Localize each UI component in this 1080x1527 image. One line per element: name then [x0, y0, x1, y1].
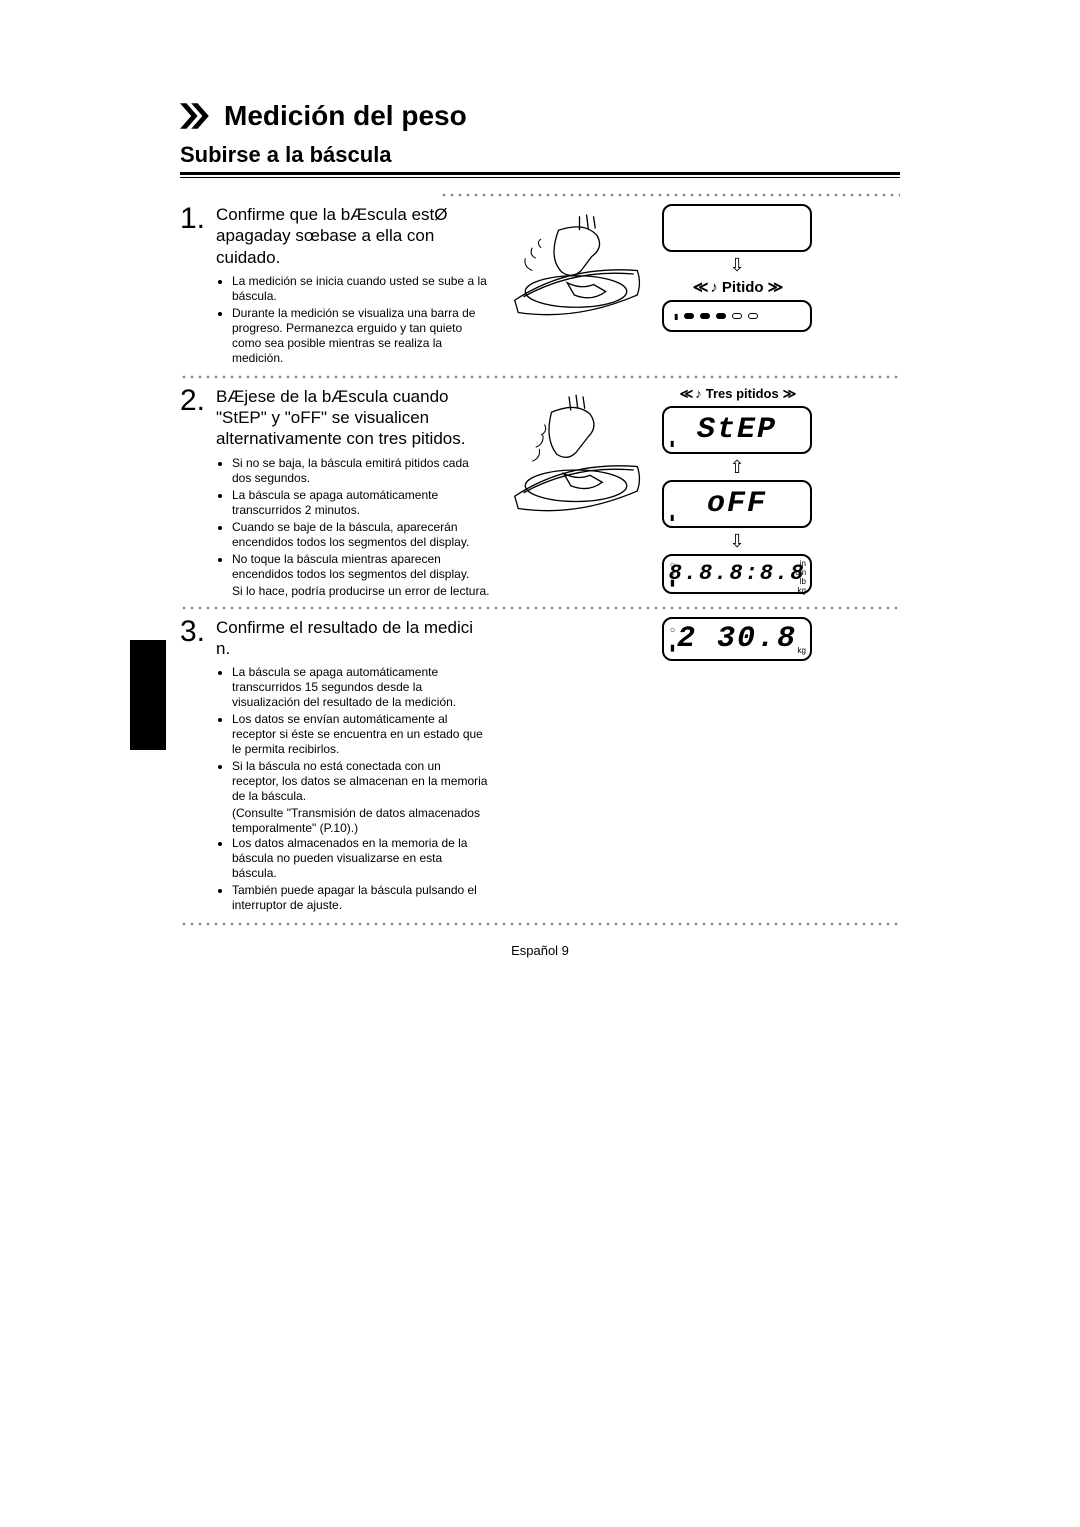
beep-label: ≪♪ Pitido ≫: [693, 278, 782, 296]
language-side-tab: [130, 640, 166, 750]
bullet: También puede apagar la báscula pulsando…: [232, 883, 490, 913]
page-footer: Español 9: [180, 943, 900, 958]
double-rule: [180, 172, 900, 178]
sub-note: Si lo hace, podría producirse un error d…: [232, 584, 490, 599]
bullet: Los datos almacenados en la memoria de l…: [232, 836, 490, 881]
step-3: 3. Confirme el resultado de la medici n.…: [180, 617, 900, 916]
step-number: 2.: [180, 386, 208, 599]
arrow-updown-icon: ⇧: [729, 458, 744, 476]
dotted-divider: [180, 374, 900, 380]
step-bullets: La medición se inicia cuando usted se su…: [216, 274, 490, 366]
step-bullets: La báscula se apaga automáticamente tran…: [216, 665, 490, 804]
display-stack-1: ⇩ ≪♪ Pitido ≫ ▮: [662, 204, 812, 332]
arrow-down-icon: ⇩: [729, 532, 744, 550]
step-heading: BÆjese de la bÆscula cuando "StEP" y "oF…: [216, 386, 490, 450]
signal-icons: ○♀▮: [670, 560, 677, 587]
bullet: No toque la báscula mientras aparecen en…: [232, 552, 490, 582]
dotted-divider: [440, 192, 900, 198]
arrow-down-icon: ⇩: [729, 256, 744, 274]
bullet: Cuando se baje de la báscula, aparecerán…: [232, 520, 490, 550]
step-heading: Confirme que la bÆscula estØ apagaday sœ…: [216, 204, 490, 268]
display-stack-2: ≪♪ Tres pitidos ≫ ▮ StEP ⇧ ▮ oFF ⇩ ○♀▮ 8…: [662, 386, 812, 594]
bullet: La medición se inicia cuando usted se su…: [232, 274, 490, 304]
page-title: Medición del peso: [224, 100, 467, 132]
display-progress: ▮: [662, 300, 812, 332]
beep-label: ≪♪ Tres pitidos ≫: [680, 386, 795, 402]
display-step: ▮ StEP: [662, 406, 812, 454]
bullet: Durante la medición se visualiza una bar…: [232, 306, 490, 366]
dotted-divider: [180, 921, 900, 927]
display-result: ○ ▮ 2 30.8 kg: [662, 617, 812, 661]
display-blank: [662, 204, 812, 252]
signal-icons: ○ ▮: [670, 625, 675, 652]
step-1: 1. Confirme que la bÆscula estØ apagaday…: [180, 204, 900, 368]
section-subtitle: Subirse a la báscula: [180, 142, 900, 168]
title-row: Medición del peso: [180, 100, 900, 132]
step-number: 1.: [180, 204, 208, 368]
bullet: Si la báscula no está conectada con un r…: [232, 759, 490, 804]
bullet: Los datos se envían automáticamente al r…: [232, 712, 490, 757]
scale-step-on-illustration: [506, 204, 646, 327]
display-stack-3: ○ ▮ 2 30.8 kg: [662, 617, 812, 661]
step-bullets-2: Los datos almacenados en la memoria de l…: [216, 836, 490, 913]
dotted-divider: [180, 605, 900, 611]
step-2: 2. BÆjese de la bÆscula cuando "StEP" y …: [180, 386, 900, 599]
sub-note: (Consulte "Transmisión de datos almacena…: [232, 806, 490, 836]
scale-step-off-illustration: [506, 386, 646, 526]
step-number: 3.: [180, 617, 208, 916]
step-heading: Confirme el resultado de la medici n.: [216, 617, 490, 660]
display-all-segments: ○♀▮ 8.8.8:8.8 in cm lb kg: [662, 554, 812, 594]
step-bullets: Si no se baja, la báscula emitirá pitido…: [216, 456, 490, 582]
display-off: ▮ oFF: [662, 480, 812, 528]
double-arrow-icon: [180, 102, 212, 130]
bullet: La báscula se apaga automáticamente tran…: [232, 488, 490, 518]
bullet: Si no se baja, la báscula emitirá pitido…: [232, 456, 490, 486]
page-content: Medición del peso Subirse a la báscula 1…: [180, 100, 900, 958]
bullet: La báscula se apaga automáticamente tran…: [232, 665, 490, 710]
